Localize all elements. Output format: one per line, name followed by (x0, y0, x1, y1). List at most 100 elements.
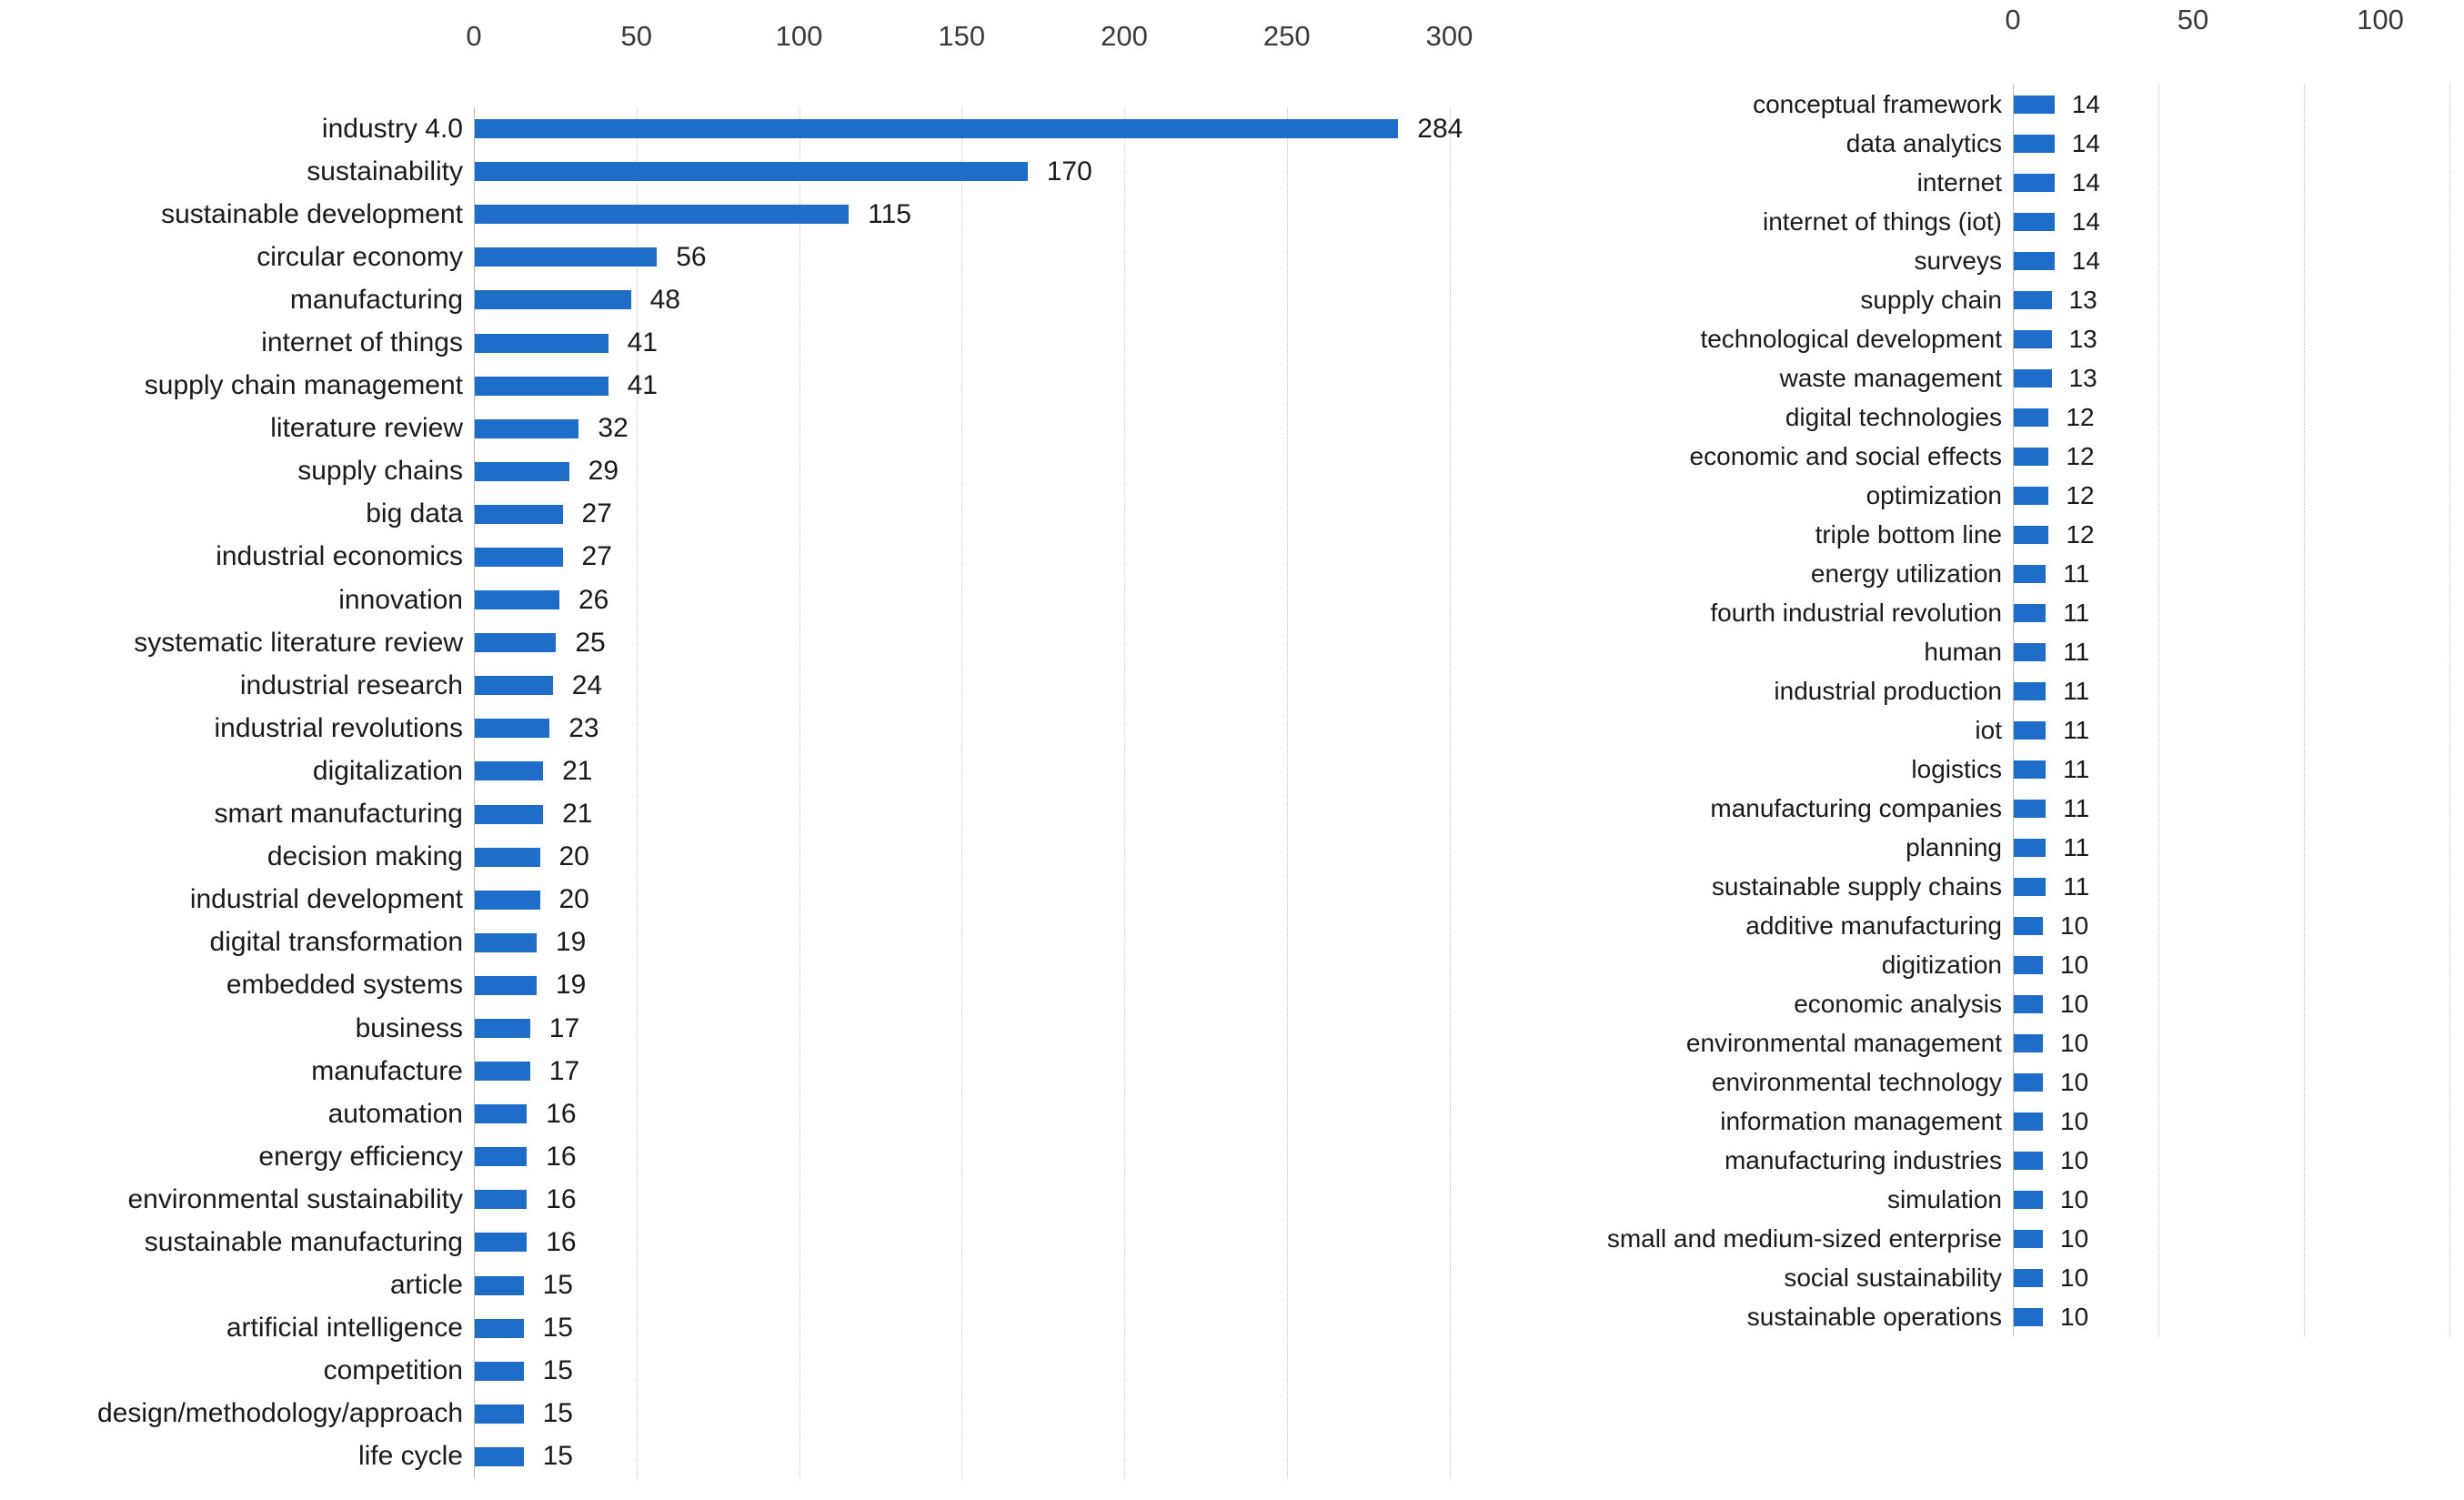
x-axis-tick-label: 0 (2005, 4, 2021, 35)
gridline (636, 107, 638, 1478)
category-label: industrial research (239, 669, 463, 700)
category-label: supply chain management (144, 370, 463, 401)
value-label: 17 (548, 1012, 580, 1043)
value-label: 10 (2060, 1028, 2089, 1057)
value-label: 13 (2068, 363, 2097, 392)
value-label: 284 (1417, 113, 1463, 144)
bar (475, 1104, 528, 1124)
category-label: planning (1906, 832, 2002, 861)
bar (475, 1446, 524, 1466)
category-label: economic analysis (1794, 989, 2002, 1018)
category-label: internet of things (261, 327, 463, 358)
category-label: article (389, 1270, 463, 1301)
value-label: 10 (2060, 1263, 2089, 1292)
category-label: sustainable manufacturing (144, 1226, 463, 1257)
bar (475, 975, 537, 995)
category-label: industrial production (1774, 676, 2002, 705)
bar (2014, 994, 2043, 1013)
value-label: 27 (581, 498, 612, 529)
category-label: technological development (1700, 324, 2002, 353)
bar (475, 162, 1028, 182)
category-label: business (355, 1012, 463, 1043)
value-label: 10 (2060, 911, 2089, 940)
bar (475, 932, 537, 952)
value-label: 11 (2063, 559, 2090, 588)
value-label: 12 (2066, 519, 2095, 549)
category-label: industrial revolutions (214, 712, 463, 743)
bar (475, 1019, 530, 1039)
gridline (1286, 107, 1288, 1478)
category-label: internet (1916, 167, 2002, 196)
bar (2014, 290, 2052, 309)
category-label: information management (1720, 1106, 2002, 1135)
bar (475, 1233, 528, 1253)
category-label: energy efficiency (258, 1141, 463, 1172)
category-label: manufacturing companies (1710, 793, 2002, 822)
value-label: 10 (2060, 1106, 2089, 1135)
value-label: 15 (542, 1441, 573, 1472)
value-label: 32 (598, 413, 629, 444)
bar (2014, 1112, 2043, 1131)
category-label: design/methodology/approach (97, 1398, 463, 1429)
bar (475, 333, 608, 353)
category-label: conceptual framework (1753, 89, 2002, 118)
value-label: 27 (581, 541, 612, 572)
gridline (1449, 107, 1451, 1478)
bar (475, 1404, 524, 1424)
category-label: surveys (1914, 246, 2002, 275)
x-axis-tick-label: 250 (1262, 20, 1311, 52)
bar (2014, 681, 2047, 700)
bar (475, 1361, 524, 1381)
category-label: artificial intelligence (226, 1313, 463, 1344)
value-label: 16 (546, 1183, 577, 1214)
value-label: 11 (2063, 715, 2090, 744)
value-label: 15 (542, 1313, 573, 1344)
category-label: big data (366, 498, 463, 529)
bar (2014, 564, 2047, 583)
bar (2014, 760, 2047, 779)
category-label: innovation (338, 584, 463, 615)
bar (2014, 1229, 2043, 1248)
x-axis-tick-label: 100 (775, 20, 823, 52)
category-label: internet of things (iot) (1762, 206, 2002, 236)
category-label: additive manufacturing (1745, 911, 2002, 940)
value-label: 14 (2071, 246, 2100, 275)
value-label: 10 (2060, 1184, 2089, 1213)
category-label: sustainability (307, 156, 463, 186)
x-axis-tick-label: 100 (2357, 4, 2404, 35)
category-label: manufacturing industries (1724, 1145, 2002, 1174)
bar (2014, 603, 2047, 622)
bar (2014, 1151, 2043, 1170)
value-label: 41 (627, 370, 658, 401)
bar (475, 376, 608, 396)
value-label: 24 (571, 669, 603, 700)
category-label: competition (323, 1355, 463, 1386)
category-label: data analytics (1845, 128, 2002, 157)
bar (475, 1318, 524, 1338)
bar (475, 804, 544, 824)
category-label: triple bottom line (1815, 519, 2002, 549)
value-label: 115 (868, 198, 911, 229)
value-label: 10 (2060, 1067, 2089, 1096)
value-label: 12 (2066, 441, 2095, 470)
x-axis-tick-label: 200 (1101, 20, 1148, 52)
category-label: embedded systems (226, 970, 463, 1001)
value-label: 21 (562, 755, 593, 786)
bar (2014, 95, 2055, 114)
value-label: 13 (2068, 285, 2097, 314)
bar (2014, 251, 2055, 270)
bar (475, 1062, 530, 1082)
value-label: 10 (2060, 1302, 2089, 1331)
bar (2014, 955, 2043, 974)
category-label: fourth industrial revolution (1710, 598, 2002, 627)
value-label: 26 (578, 584, 609, 615)
bar (2014, 1072, 2043, 1092)
bar (475, 119, 1399, 139)
value-label: 20 (558, 884, 589, 915)
category-label: human (1924, 637, 2002, 666)
bar (2014, 877, 2047, 896)
category-label: environmental management (1685, 1028, 2002, 1057)
category-label: sustainable supply chains (1711, 871, 2002, 901)
bar (2014, 525, 2049, 544)
